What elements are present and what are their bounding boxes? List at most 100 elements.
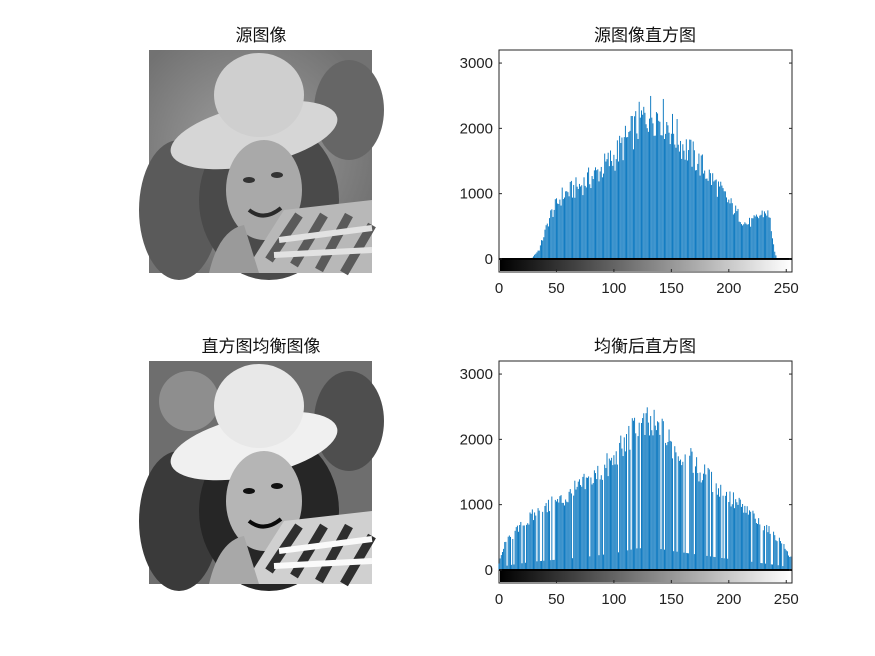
- histogram-bar: [506, 565, 508, 570]
- histogram-bar: [645, 413, 647, 570]
- histogram-bar: [763, 211, 765, 259]
- histogram-bar: [604, 153, 606, 259]
- histogram-bar: [749, 217, 750, 259]
- histogram-bar: [616, 464, 618, 570]
- histogram-bar: [553, 209, 555, 259]
- histogram-bar: [607, 152, 609, 259]
- histogram-bar: [750, 511, 752, 570]
- histogram-bar: [624, 451, 626, 570]
- histogram-bar: [675, 452, 677, 570]
- histogram-bar: [538, 250, 540, 259]
- histogram-bar: [512, 538, 514, 570]
- histogram-bar: [722, 188, 724, 259]
- histogram-bar: [515, 527, 517, 570]
- x-tick-label: 150: [659, 280, 684, 297]
- histogram-bar: [681, 158, 683, 259]
- histogram-bar: [530, 513, 532, 570]
- histogram-bar: [754, 216, 756, 259]
- histogram-bar: [572, 197, 573, 259]
- histogram-bar: [682, 461, 684, 570]
- histogram-bar: [542, 511, 544, 570]
- histogram-bar: [683, 552, 685, 570]
- histogram-bar: [719, 496, 721, 570]
- histogram-bar: [723, 191, 725, 259]
- equalized-image: [139, 361, 384, 591]
- histogram-bar: [510, 536, 511, 570]
- histogram-bar: [544, 505, 546, 570]
- histogram-bar: [573, 495, 575, 570]
- histogram-bar: [526, 524, 528, 570]
- histogram-bar: [573, 184, 575, 259]
- histogram-bar: [701, 480, 703, 570]
- histogram-bar: [513, 564, 515, 570]
- histogram-bar: [638, 101, 640, 259]
- histogram-bar: [680, 459, 682, 570]
- y-tick-label: 1000: [460, 186, 493, 203]
- histogram-bar: [614, 170, 616, 259]
- histogram-bar: [646, 407, 648, 570]
- histogram-bar: [774, 251, 776, 259]
- histogram-bar: [705, 474, 707, 570]
- histogram-bar: [632, 420, 634, 570]
- histogram-bar: [711, 471, 713, 570]
- histogram-bar: [718, 181, 719, 259]
- histogram-bar: [769, 533, 771, 570]
- x-tick-label: 0: [495, 591, 503, 608]
- histogram-bar: [566, 191, 568, 259]
- histogram-bar: [554, 499, 556, 570]
- histogram-bar: [549, 511, 551, 570]
- histogram-bar: [626, 137, 627, 259]
- y-tick-label: 0: [485, 562, 493, 579]
- histogram-bar: [535, 253, 537, 259]
- histogram-bar: [603, 173, 605, 259]
- histogram-bar: [643, 106, 645, 259]
- histogram-bar: [703, 173, 704, 259]
- histogram-bar: [739, 499, 741, 570]
- histogram-bar: [547, 226, 549, 259]
- histogram-bar: [646, 128, 648, 259]
- histogram-bar: [589, 556, 591, 570]
- histogram-bar: [536, 252, 538, 259]
- histogram-bar: [657, 421, 659, 570]
- histogram-bar: [699, 472, 701, 570]
- histogram-bar: [788, 555, 790, 570]
- histogram-bar: [622, 456, 624, 570]
- histogram-bar: [582, 476, 584, 570]
- histogram-bar: [719, 186, 721, 259]
- histogram-bar: [596, 170, 598, 259]
- histogram-bar: [773, 531, 775, 570]
- histogram-bar: [700, 482, 702, 570]
- histogram-bar: [716, 494, 718, 570]
- histogram-bar: [730, 198, 732, 259]
- histogram-bar: [619, 135, 621, 259]
- histogram-bar: [588, 167, 590, 259]
- histogram-bar: [670, 133, 672, 259]
- histogram-bar: [669, 440, 671, 570]
- histogram-bar: [740, 224, 742, 259]
- histogram-bar: [536, 561, 538, 570]
- histogram-bar: [608, 458, 610, 570]
- histogram-bar: [591, 484, 593, 570]
- histogram-bar: [585, 477, 587, 570]
- histogram-bar: [514, 530, 516, 570]
- histogram-bar: [727, 202, 729, 259]
- histogram-bar: [581, 185, 583, 259]
- histogram-bar: [562, 199, 564, 259]
- histogram-bar: [700, 155, 702, 259]
- histogram-bar: [721, 558, 723, 570]
- histogram-bar: [615, 159, 617, 259]
- y-tick-label: 2000: [460, 431, 493, 448]
- histogram-bar: [566, 501, 568, 570]
- histogram-bar: [577, 188, 579, 259]
- histogram-bar: [740, 506, 742, 570]
- x-tick-label: 150: [659, 591, 684, 608]
- equalized-histogram: 0 1000 2000 3000 0 50 100 150 200 250: [460, 360, 799, 608]
- histogram-bar: [575, 489, 577, 570]
- histogram-bar: [750, 226, 752, 259]
- histogram-bar: [611, 457, 613, 570]
- histogram-bar: [743, 224, 745, 259]
- histogram-bar: [627, 550, 629, 570]
- histogram-bar: [622, 160, 624, 259]
- histogram-bar: [676, 551, 678, 570]
- histogram-bar: [775, 540, 777, 570]
